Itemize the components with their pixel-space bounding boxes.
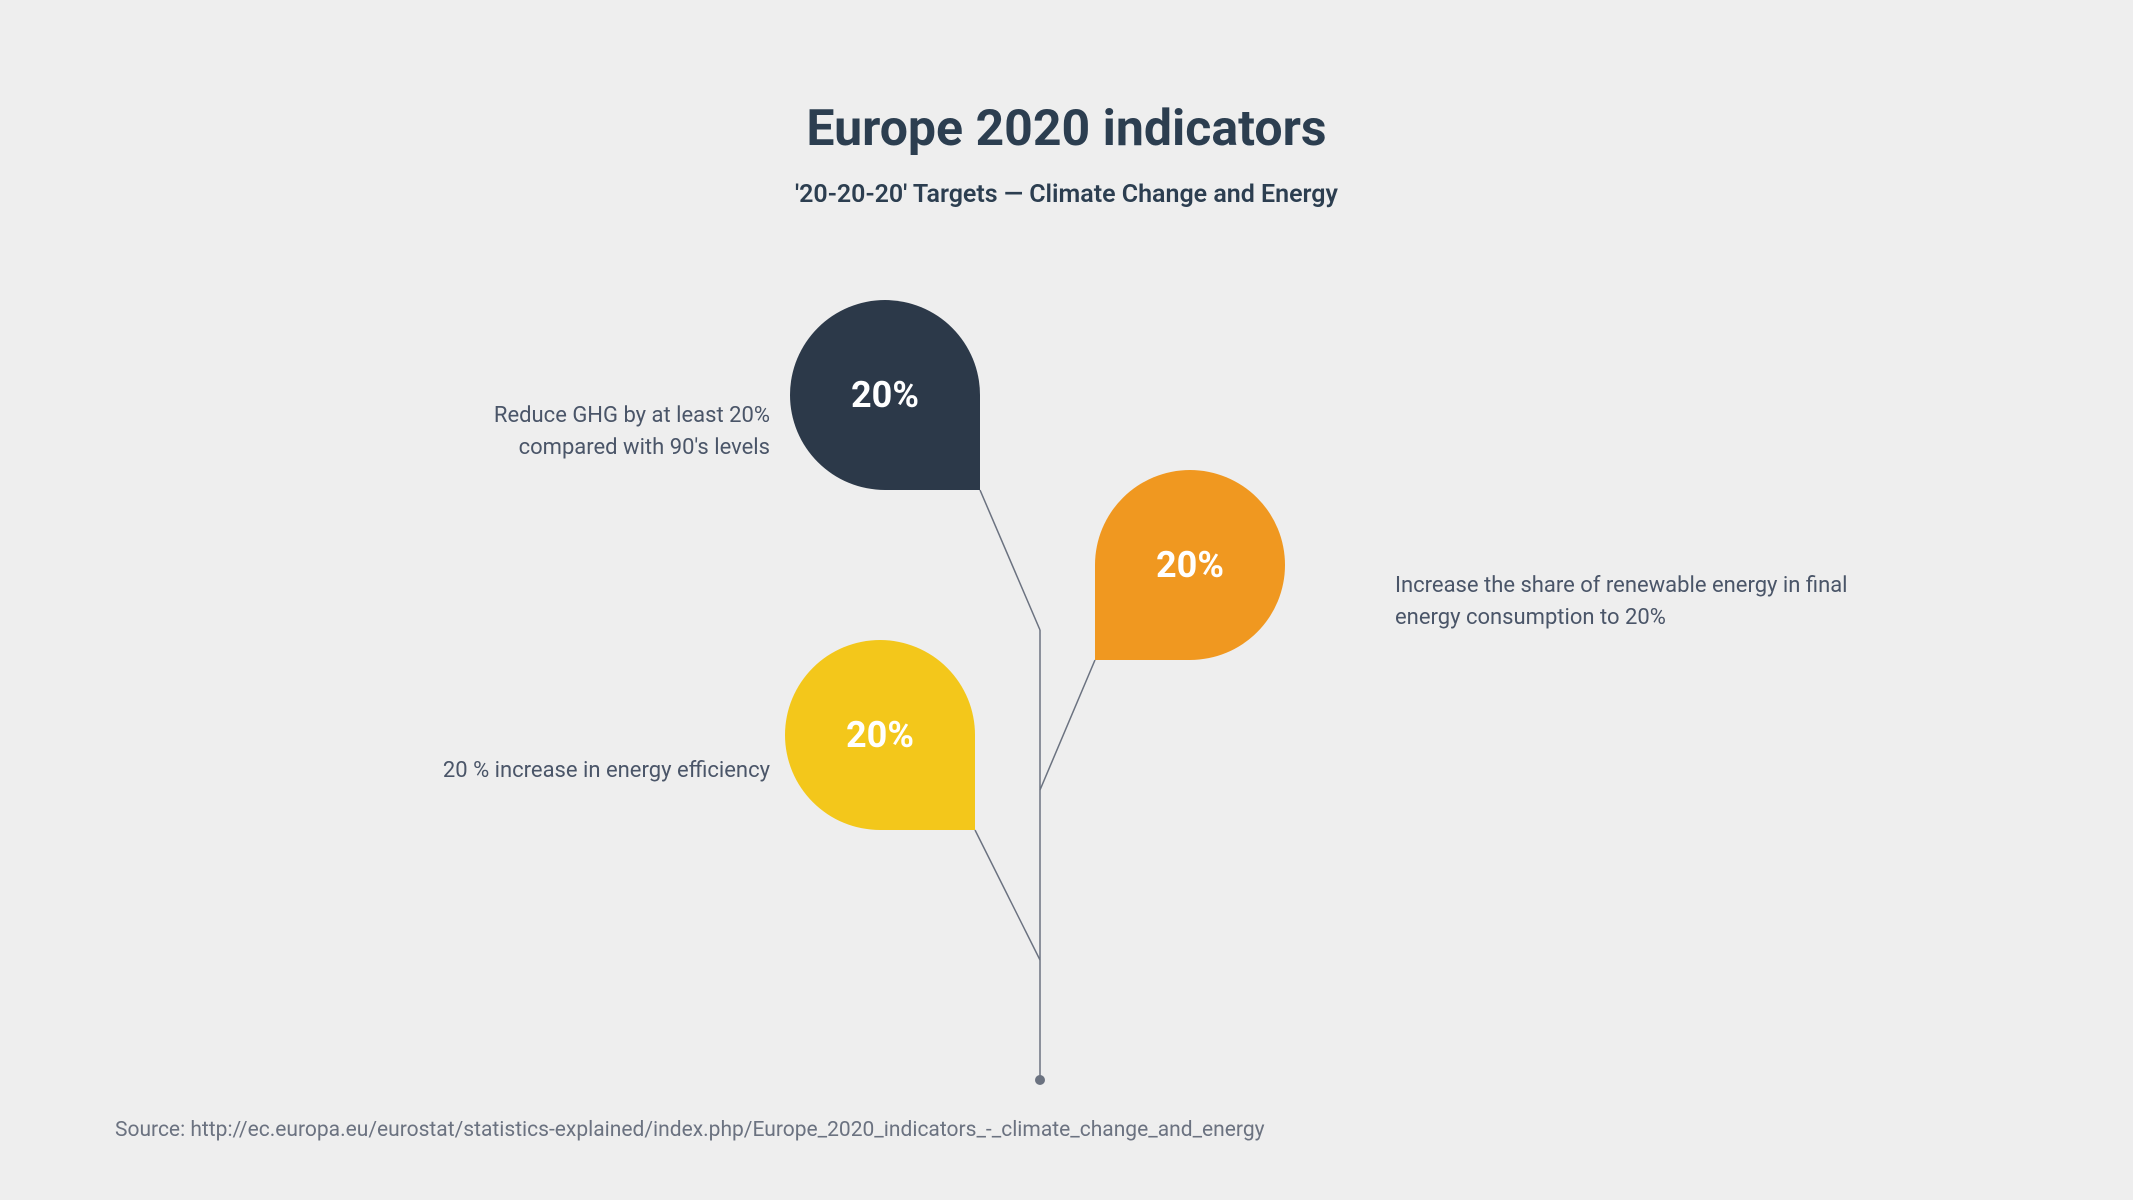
page-subtitle: '20-20-20' Targets — Climate Change and … <box>0 180 2133 209</box>
leaf-value-efficiency: 20% <box>846 714 914 756</box>
page-title: Europe 2020 indicators <box>0 100 2133 158</box>
leaf-label-line2-ghg: compared with 90's levels <box>370 432 770 464</box>
leaf-value-ghg: 20% <box>851 374 919 416</box>
leaf-label-line1-ghg: Reduce GHG by at least 20% <box>370 400 770 432</box>
leaf-label-ghg: Reduce GHG by at least 20%compared with … <box>370 400 770 464</box>
leaf-efficiency: 20% <box>785 640 975 830</box>
source-text: Source: http://ec.europa.eu/eurostat/sta… <box>115 1118 1265 1142</box>
leaf-renewable: 20% <box>1095 470 1285 660</box>
leaf-ghg: 20% <box>790 300 980 490</box>
leaf-label-line1-renewable: Increase the share of renewable energy i… <box>1395 570 1995 602</box>
leaf-label-line2-renewable: energy consumption to 20% <box>1395 602 1995 634</box>
leaf-label-efficiency: 20 % increase in energy efficiency <box>310 755 770 787</box>
leaf-label-renewable: Increase the share of renewable energy i… <box>1395 570 1995 634</box>
leaf-value-renewable: 20% <box>1156 544 1224 586</box>
leaf-label-line1-efficiency: 20 % increase in energy efficiency <box>310 755 770 787</box>
